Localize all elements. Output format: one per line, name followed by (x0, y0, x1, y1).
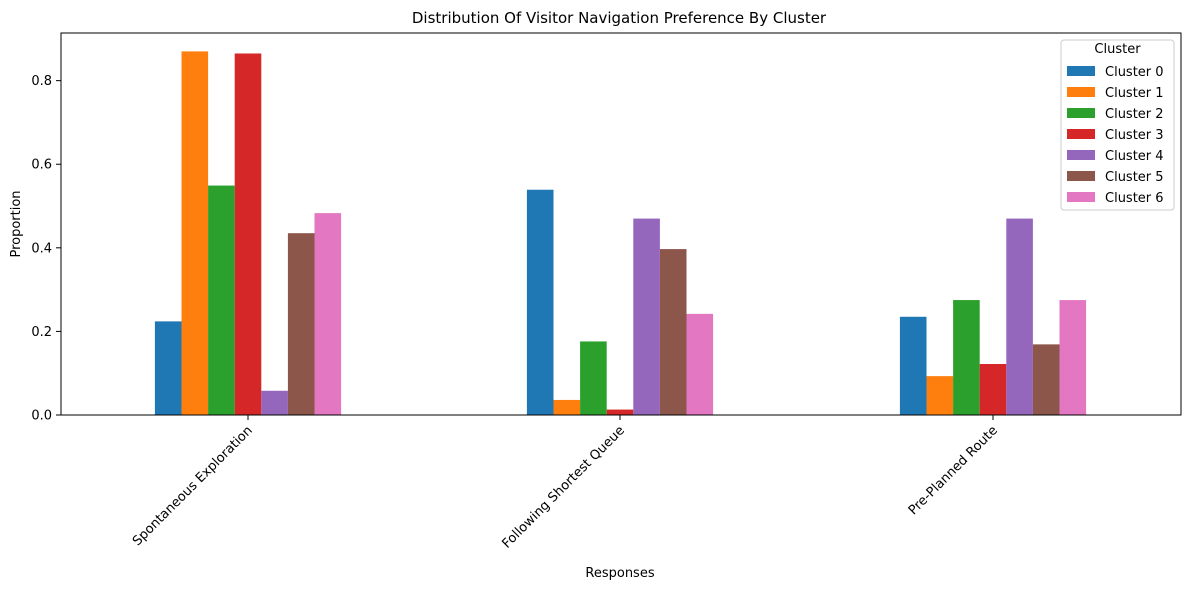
legend-swatch (1067, 108, 1095, 118)
bar-cluster-5-spontaneous-exploration (287, 233, 315, 415)
plot-frame (60, 32, 1182, 416)
legend-label: Cluster 6 (1105, 191, 1164, 206)
x-tick-label: Pre-Planned Route (906, 423, 1001, 518)
bar-cluster-1-pre-planned-route (926, 376, 954, 415)
legend-swatch (1067, 150, 1095, 160)
x-tick-label: Spontaneous Exploration (130, 423, 256, 549)
legend-label: Cluster 2 (1105, 107, 1164, 122)
legend-swatch (1067, 129, 1095, 139)
bar-cluster-5-pre-planned-route (1032, 344, 1060, 415)
legend: Cluster Cluster 0 Cluster 1 Cluster 2 Cluste… (1060, 39, 1175, 211)
y-tick-label: 0.6 (31, 158, 52, 173)
x-axis: Spontaneous Exploration Following Shortes… (130, 415, 1001, 552)
bar-cluster-3-pre-planned-route (979, 364, 1007, 415)
bar-cluster-3-following-shortest-queue (606, 409, 634, 415)
bar-cluster-5-following-shortest-queue (659, 249, 687, 415)
legend-label: Cluster 3 (1105, 128, 1164, 143)
y-tick-label: 0.8 (31, 74, 52, 89)
legend-swatch (1067, 87, 1095, 97)
bar-cluster-0-pre-planned-route (899, 316, 927, 415)
legend-swatch (1067, 192, 1095, 202)
bar-cluster-1-spontaneous-exploration (181, 51, 209, 415)
legend-swatch (1067, 66, 1095, 76)
bar-cluster-6-following-shortest-queue (686, 313, 714, 415)
bar-cluster-6-pre-planned-route (1059, 300, 1087, 415)
y-tick-label: 0.4 (31, 241, 52, 256)
legend-box (1060, 39, 1175, 211)
bar-cluster-2-spontaneous-exploration (208, 185, 235, 415)
bar-cluster-4-pre-planned-route (1006, 218, 1033, 415)
bar-cluster-1-following-shortest-queue (553, 399, 581, 415)
x-axis-title: Responses (585, 566, 654, 581)
bar-cluster-6-spontaneous-exploration (314, 213, 342, 415)
bar-cluster-2-following-shortest-queue (580, 341, 607, 415)
legend-title: Cluster (1094, 42, 1141, 57)
y-axis: 0.0 0.2 0.4 0.6 0.8 (31, 74, 61, 424)
bar-cluster-3-spontaneous-exploration (234, 53, 262, 415)
bar-cluster-0-following-shortest-queue (526, 189, 554, 415)
y-tick-label: 0.0 (31, 409, 52, 424)
chart-title: Distribution Of Visitor Navigation Prefe… (412, 9, 827, 27)
legend-label: Cluster 4 (1105, 149, 1164, 164)
legend-label: Cluster 0 (1105, 65, 1164, 80)
legend-label: Cluster 5 (1105, 170, 1164, 185)
x-tick-label: Following Shortest Queue (499, 423, 627, 551)
y-tick-label: 0.2 (31, 325, 52, 340)
legend-label: Cluster 1 (1105, 86, 1164, 101)
legend-swatch (1067, 171, 1095, 181)
bars-group (154, 51, 1087, 415)
y-axis-title: Proportion (9, 190, 24, 257)
bar-cluster-4-spontaneous-exploration (261, 390, 288, 415)
bar-cluster-2-pre-planned-route (953, 300, 980, 415)
bar-cluster-0-spontaneous-exploration (154, 321, 182, 415)
bar-cluster-4-following-shortest-queue (633, 218, 660, 415)
